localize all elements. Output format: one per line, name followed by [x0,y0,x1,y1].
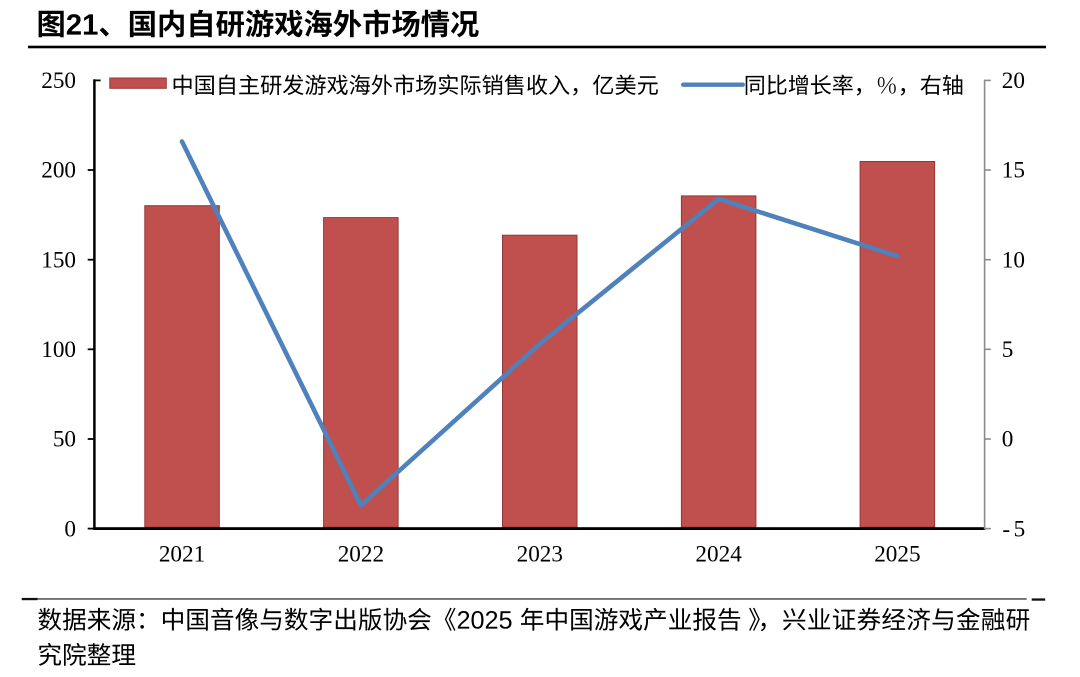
svg-text:2025: 2025 [874,542,920,568]
svg-text:15: 15 [1002,158,1025,184]
svg-text:10: 10 [1002,247,1025,273]
svg-text:2024: 2024 [695,542,742,568]
svg-text:5: 5 [1014,516,1026,542]
svg-text:0: 0 [64,516,76,542]
svg-text:150: 150 [41,247,76,273]
svg-text:2021: 2021 [159,542,205,568]
svg-text:250: 250 [41,68,76,94]
svg-text:2023: 2023 [517,542,563,568]
svg-text:50: 50 [53,427,76,453]
svg-text:100: 100 [41,337,76,363]
svg-text:0: 0 [1002,427,1014,453]
svg-text:2022: 2022 [338,542,384,568]
svg-text:200: 200 [41,158,76,184]
svg-text:20: 20 [1002,68,1025,94]
svg-text:-: - [1002,516,1010,542]
svg-text:5: 5 [1002,337,1014,363]
